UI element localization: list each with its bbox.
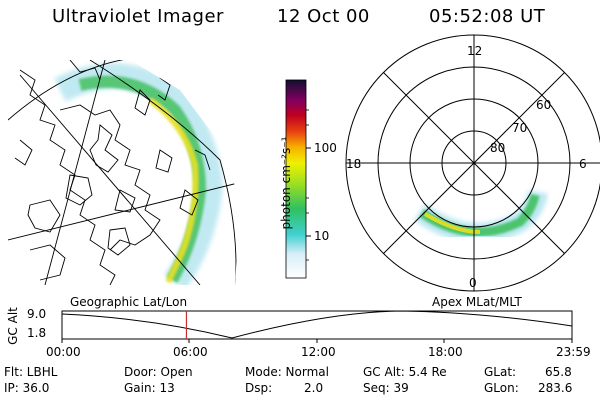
- ip-info: IP: 36.0: [4, 381, 50, 395]
- instrument-title: Ultraviolet Imager: [52, 6, 224, 27]
- x-tick-label: 00:00: [46, 345, 81, 359]
- lat-lon-grid: [8, 60, 240, 285]
- altitude-plot: [61, 310, 573, 343]
- x-tick-label: 18:00: [428, 345, 463, 359]
- filter-info: Flt: LBHL: [4, 365, 58, 379]
- door-info: Door: Open: [124, 365, 193, 379]
- gain-info: Gain: 13: [124, 381, 175, 395]
- mlt-label-12: 12: [467, 44, 483, 58]
- x-tick-label: 23:59: [556, 345, 591, 359]
- altitude-ymin: 1.8: [27, 326, 47, 340]
- geographic-panel-label: Geographic Lat/Lon: [70, 295, 188, 309]
- coastlines: [14, 60, 216, 285]
- polar-diagonal-2: [383, 72, 565, 254]
- mlat-label-70: 70: [512, 121, 528, 135]
- time-label: 05:52:08 UT: [429, 6, 546, 27]
- aurora-band: [78, 75, 207, 283]
- glat-value: 65.8: [545, 365, 572, 379]
- dsp-info: Dsp:: [245, 381, 273, 395]
- geographic-map: [8, 60, 240, 285]
- colorbar-label: photon cm⁻²s⁻¹: [279, 136, 293, 230]
- colorbar-tick-label-100: 100: [314, 141, 337, 155]
- polar-aurora-core: [423, 212, 481, 234]
- altitude-plot-frame: [61, 310, 573, 340]
- gc-alt-info: GC Alt: 5.4 Re: [363, 365, 447, 379]
- mlt-label-18: 18: [346, 157, 362, 171]
- seq-info: Seq: 39: [363, 381, 409, 395]
- mlt-label-0: 0: [469, 276, 477, 290]
- glon-info: GLon:: [484, 381, 519, 395]
- aurora-core: [148, 97, 199, 284]
- altitude-ylabel: GC Alt: [6, 307, 20, 345]
- polar-plot: [345, 34, 600, 292]
- colorbar-tick-label-10: 10: [314, 229, 330, 243]
- x-tick-label: 12:00: [301, 345, 336, 359]
- date-label: 12 Oct 00: [277, 6, 370, 27]
- glat-info: GLat:: [484, 365, 517, 379]
- altitude-ymax: 9.0: [27, 307, 47, 321]
- mlat-label-60: 60: [536, 98, 552, 112]
- glon-value: 283.6: [538, 381, 573, 395]
- apex-panel-label: Apex MLat/MLT: [432, 295, 522, 309]
- mlt-label-6: 6: [579, 157, 587, 171]
- altitude-curve: [61, 310, 573, 339]
- dsp-value: 2.0: [304, 381, 324, 395]
- mlat-label-80: 80: [490, 141, 506, 155]
- colorbar: [285, 79, 307, 279]
- x-tick-label: 06:00: [173, 345, 208, 359]
- mode-info: Mode: Normal: [245, 365, 329, 379]
